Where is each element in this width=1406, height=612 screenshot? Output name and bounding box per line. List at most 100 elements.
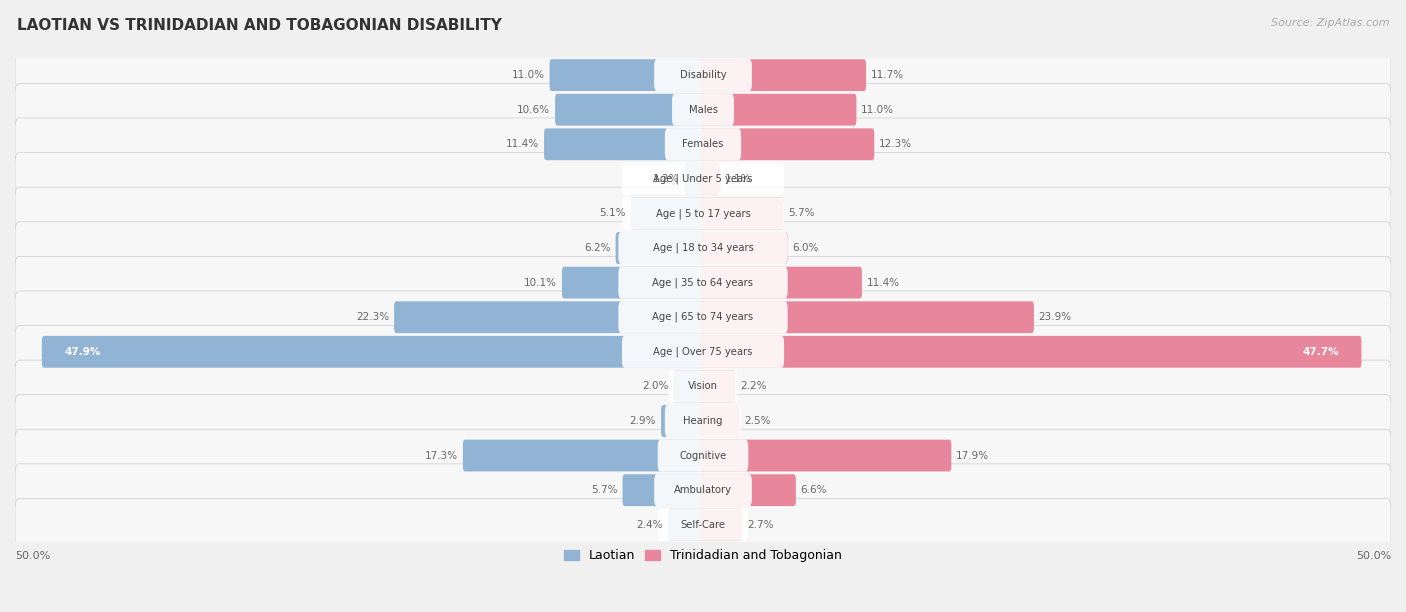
FancyBboxPatch shape bbox=[702, 59, 866, 91]
FancyBboxPatch shape bbox=[702, 336, 1361, 368]
FancyBboxPatch shape bbox=[15, 360, 1391, 412]
FancyBboxPatch shape bbox=[672, 94, 734, 125]
FancyBboxPatch shape bbox=[15, 187, 1391, 240]
FancyBboxPatch shape bbox=[555, 94, 704, 125]
Text: Ambulatory: Ambulatory bbox=[673, 485, 733, 495]
FancyBboxPatch shape bbox=[702, 163, 720, 195]
Text: Source: ZipAtlas.com: Source: ZipAtlas.com bbox=[1271, 18, 1389, 28]
Text: Disability: Disability bbox=[679, 70, 727, 80]
Text: 2.0%: 2.0% bbox=[643, 381, 669, 392]
FancyBboxPatch shape bbox=[702, 474, 796, 506]
FancyBboxPatch shape bbox=[42, 336, 704, 368]
FancyBboxPatch shape bbox=[15, 83, 1391, 136]
FancyBboxPatch shape bbox=[673, 370, 704, 402]
Text: 5.1%: 5.1% bbox=[599, 209, 626, 218]
FancyBboxPatch shape bbox=[658, 509, 748, 541]
FancyBboxPatch shape bbox=[668, 509, 704, 540]
Text: 6.0%: 6.0% bbox=[793, 243, 818, 253]
FancyBboxPatch shape bbox=[15, 291, 1391, 343]
Legend: Laotian, Trinidadian and Tobagonian: Laotian, Trinidadian and Tobagonian bbox=[558, 544, 848, 567]
FancyBboxPatch shape bbox=[15, 256, 1391, 309]
FancyBboxPatch shape bbox=[685, 163, 704, 195]
Text: 47.7%: 47.7% bbox=[1302, 347, 1339, 357]
Text: Age | 18 to 34 years: Age | 18 to 34 years bbox=[652, 243, 754, 253]
Text: Hearing: Hearing bbox=[683, 416, 723, 426]
FancyBboxPatch shape bbox=[702, 198, 783, 230]
Text: 10.6%: 10.6% bbox=[517, 105, 550, 114]
FancyBboxPatch shape bbox=[394, 301, 704, 333]
Text: 11.4%: 11.4% bbox=[866, 278, 900, 288]
Text: 12.3%: 12.3% bbox=[879, 140, 912, 149]
FancyBboxPatch shape bbox=[619, 301, 787, 334]
Text: Females: Females bbox=[682, 140, 724, 149]
FancyBboxPatch shape bbox=[550, 59, 704, 91]
FancyBboxPatch shape bbox=[665, 405, 741, 437]
Text: 2.5%: 2.5% bbox=[744, 416, 770, 426]
Text: 1.2%: 1.2% bbox=[654, 174, 679, 184]
Text: 2.2%: 2.2% bbox=[740, 381, 766, 392]
FancyBboxPatch shape bbox=[702, 509, 742, 540]
FancyBboxPatch shape bbox=[702, 405, 740, 437]
FancyBboxPatch shape bbox=[658, 439, 748, 472]
Text: 47.9%: 47.9% bbox=[65, 347, 101, 357]
Text: 1.1%: 1.1% bbox=[725, 174, 752, 184]
FancyBboxPatch shape bbox=[654, 474, 752, 506]
FancyBboxPatch shape bbox=[463, 439, 704, 471]
Text: 5.7%: 5.7% bbox=[591, 485, 617, 495]
Text: Self-Care: Self-Care bbox=[681, 520, 725, 530]
Text: 23.9%: 23.9% bbox=[1039, 312, 1071, 323]
FancyBboxPatch shape bbox=[668, 370, 738, 403]
FancyBboxPatch shape bbox=[623, 474, 704, 506]
Text: 50.0%: 50.0% bbox=[15, 551, 51, 561]
FancyBboxPatch shape bbox=[665, 129, 741, 160]
FancyBboxPatch shape bbox=[631, 198, 704, 230]
FancyBboxPatch shape bbox=[15, 498, 1391, 551]
FancyBboxPatch shape bbox=[702, 94, 856, 125]
FancyBboxPatch shape bbox=[619, 267, 787, 299]
FancyBboxPatch shape bbox=[15, 118, 1391, 171]
FancyBboxPatch shape bbox=[15, 222, 1391, 274]
Text: Age | Under 5 years: Age | Under 5 years bbox=[654, 174, 752, 184]
Text: 6.2%: 6.2% bbox=[585, 243, 610, 253]
FancyBboxPatch shape bbox=[702, 232, 787, 264]
FancyBboxPatch shape bbox=[15, 152, 1391, 205]
Text: Males: Males bbox=[689, 105, 717, 114]
Text: Age | Over 75 years: Age | Over 75 years bbox=[654, 346, 752, 357]
Text: 11.4%: 11.4% bbox=[506, 140, 540, 149]
Text: Cognitive: Cognitive bbox=[679, 450, 727, 461]
FancyBboxPatch shape bbox=[15, 429, 1391, 482]
Text: 2.4%: 2.4% bbox=[637, 520, 664, 530]
Text: 11.0%: 11.0% bbox=[512, 70, 544, 80]
FancyBboxPatch shape bbox=[702, 370, 735, 402]
Text: Age | 65 to 74 years: Age | 65 to 74 years bbox=[652, 312, 754, 323]
FancyBboxPatch shape bbox=[621, 336, 785, 368]
FancyBboxPatch shape bbox=[621, 163, 785, 195]
FancyBboxPatch shape bbox=[15, 464, 1391, 517]
Text: LAOTIAN VS TRINIDADIAN AND TOBAGONIAN DISABILITY: LAOTIAN VS TRINIDADIAN AND TOBAGONIAN DI… bbox=[17, 18, 502, 34]
Text: 11.0%: 11.0% bbox=[862, 105, 894, 114]
FancyBboxPatch shape bbox=[702, 439, 952, 471]
FancyBboxPatch shape bbox=[15, 395, 1391, 447]
Text: Age | 5 to 17 years: Age | 5 to 17 years bbox=[655, 208, 751, 218]
FancyBboxPatch shape bbox=[616, 232, 704, 264]
Text: 22.3%: 22.3% bbox=[356, 312, 389, 323]
FancyBboxPatch shape bbox=[621, 198, 785, 230]
Text: Vision: Vision bbox=[688, 381, 718, 392]
Text: 2.9%: 2.9% bbox=[630, 416, 657, 426]
FancyBboxPatch shape bbox=[702, 267, 862, 299]
FancyBboxPatch shape bbox=[702, 301, 1033, 333]
Text: 6.6%: 6.6% bbox=[800, 485, 827, 495]
FancyBboxPatch shape bbox=[544, 129, 704, 160]
FancyBboxPatch shape bbox=[661, 405, 704, 437]
FancyBboxPatch shape bbox=[15, 49, 1391, 102]
Text: 17.3%: 17.3% bbox=[425, 450, 458, 461]
Text: 50.0%: 50.0% bbox=[1355, 551, 1391, 561]
FancyBboxPatch shape bbox=[702, 129, 875, 160]
FancyBboxPatch shape bbox=[562, 267, 704, 299]
Text: Age | 35 to 64 years: Age | 35 to 64 years bbox=[652, 277, 754, 288]
FancyBboxPatch shape bbox=[15, 326, 1391, 378]
FancyBboxPatch shape bbox=[654, 59, 752, 91]
Text: 17.9%: 17.9% bbox=[956, 450, 990, 461]
Text: 11.7%: 11.7% bbox=[870, 70, 904, 80]
Text: 2.7%: 2.7% bbox=[747, 520, 773, 530]
